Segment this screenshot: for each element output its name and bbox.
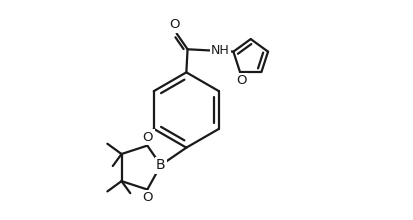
Text: NH: NH [211,44,229,57]
Text: O: O [142,131,153,144]
Text: B: B [156,158,165,172]
Text: O: O [169,18,180,31]
Text: O: O [142,191,153,204]
Text: O: O [235,74,246,88]
